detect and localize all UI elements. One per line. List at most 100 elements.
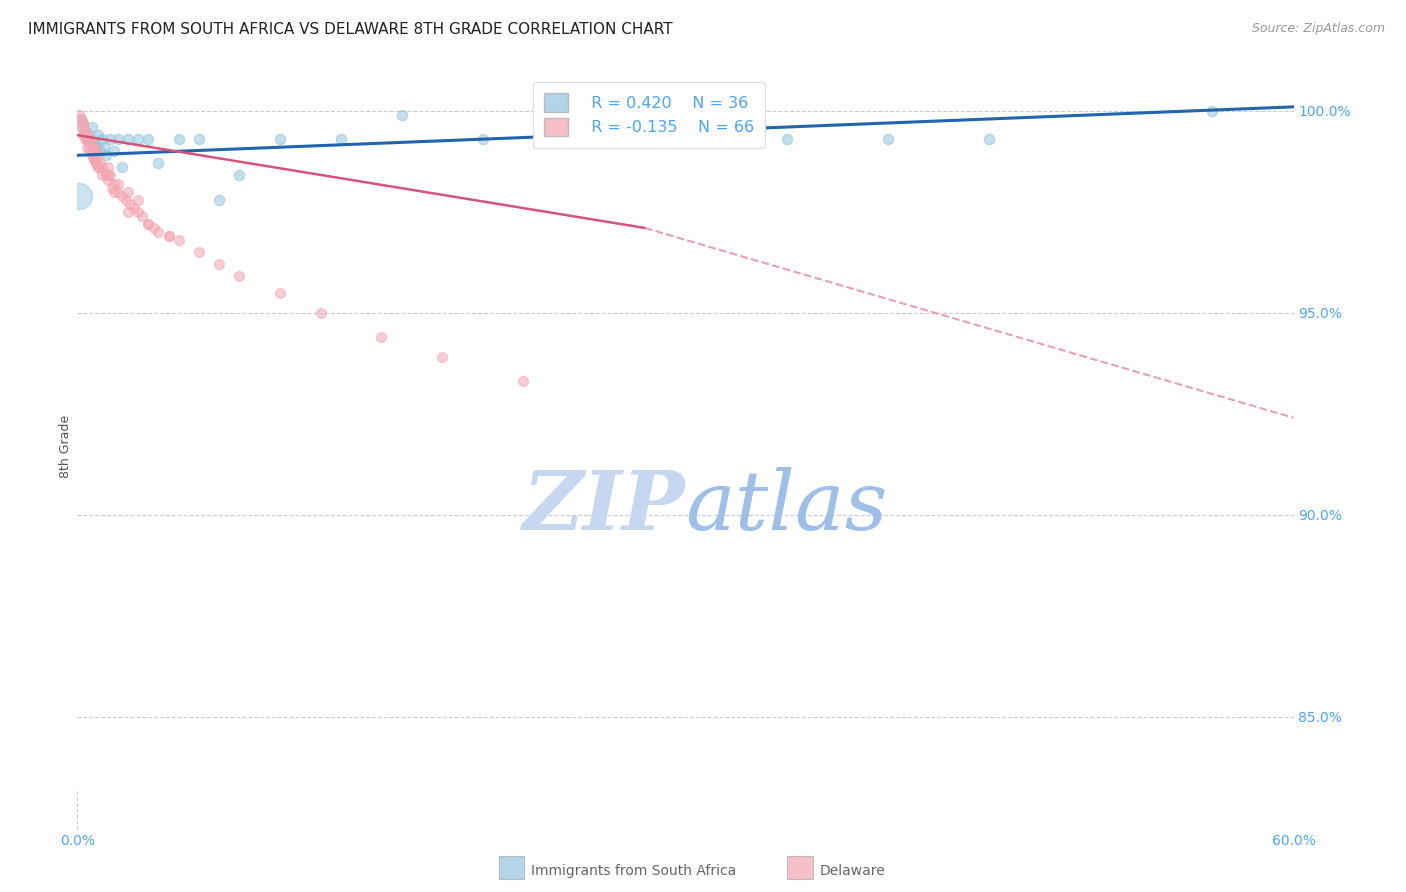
Point: [167, 233, 190, 247]
Point: [776, 132, 799, 146]
Text: Delaware: Delaware: [820, 863, 886, 878]
Point: [72, 116, 94, 130]
Point: [83, 153, 105, 167]
Point: [90, 132, 112, 146]
Point: [72, 116, 94, 130]
Point: [83, 153, 105, 167]
Point: [70, 112, 93, 126]
Point: [269, 285, 291, 300]
Point: [80, 120, 103, 134]
Point: [75, 132, 97, 146]
Point: [80, 145, 103, 159]
Point: [83, 136, 105, 151]
Point: [148, 225, 170, 239]
Point: [157, 229, 180, 244]
Y-axis label: 8th Grade: 8th Grade: [59, 415, 72, 477]
Point: [309, 306, 332, 320]
Point: [111, 188, 134, 202]
Point: [97, 161, 120, 175]
Point: [103, 145, 125, 159]
Point: [79, 132, 101, 146]
Point: [979, 132, 1001, 146]
Point: [97, 169, 120, 183]
Point: [131, 209, 153, 223]
Point: [107, 132, 129, 146]
Text: atlas: atlas: [686, 467, 887, 548]
Point: [83, 140, 105, 154]
Point: [75, 124, 97, 138]
Point: [80, 148, 103, 162]
Point: [84, 145, 107, 159]
Point: [98, 132, 121, 146]
Point: [117, 185, 139, 199]
Point: [117, 204, 139, 219]
Point: [94, 169, 117, 183]
Text: ZIP: ZIP: [523, 467, 686, 548]
Point: [103, 185, 125, 199]
Point: [136, 217, 159, 231]
Point: [471, 132, 494, 146]
Point: [329, 132, 352, 146]
Point: [115, 193, 138, 207]
Point: [127, 132, 149, 146]
Point: [148, 156, 170, 170]
Text: Source: ZipAtlas.com: Source: ZipAtlas.com: [1251, 22, 1385, 36]
Point: [208, 257, 231, 271]
Point: [107, 177, 129, 191]
Point: [118, 196, 141, 211]
Point: [70, 112, 93, 126]
Point: [83, 153, 105, 167]
Point: [84, 156, 107, 170]
Point: [1201, 103, 1223, 118]
Point: [188, 132, 211, 146]
Point: [127, 193, 149, 207]
Point: [208, 193, 231, 207]
Point: [188, 245, 211, 260]
Point: [76, 128, 98, 142]
Point: [167, 132, 190, 146]
Point: [89, 156, 111, 170]
Point: [75, 124, 97, 138]
Point: [94, 148, 117, 162]
Point: [136, 217, 159, 231]
Text: IMMIGRANTS FROM SOUTH AFRICA VS DELAWARE 8TH GRADE CORRELATION CHART: IMMIGRANTS FROM SOUTH AFRICA VS DELAWARE…: [28, 22, 672, 37]
Point: [572, 132, 595, 146]
Point: [75, 124, 97, 138]
Point: [675, 132, 697, 146]
Point: [93, 164, 115, 178]
Point: [76, 140, 98, 154]
Point: [111, 161, 134, 175]
Point: [430, 350, 453, 364]
Point: [370, 330, 392, 344]
Point: [228, 269, 250, 284]
Point: [107, 185, 129, 199]
Point: [80, 136, 103, 151]
Point: [79, 136, 101, 151]
Point: [877, 132, 900, 146]
Point: [391, 108, 413, 122]
Point: [90, 161, 112, 175]
Point: [70, 120, 93, 134]
Point: [86, 148, 108, 162]
Point: [79, 128, 101, 142]
Point: [89, 145, 111, 159]
Point: [90, 169, 112, 183]
Point: [512, 375, 534, 389]
Legend:   R = 0.420    N = 36,   R = -0.135    N = 66: R = 0.420 N = 36, R = -0.135 N = 66: [533, 82, 765, 147]
Point: [76, 132, 98, 146]
Point: [101, 180, 124, 194]
Point: [72, 120, 94, 134]
Point: [157, 229, 180, 244]
Point: [93, 140, 115, 154]
Point: [86, 161, 108, 175]
Point: [79, 145, 101, 159]
Point: [122, 201, 145, 215]
Point: [84, 156, 107, 170]
Point: [72, 128, 94, 142]
Point: [136, 132, 159, 146]
Point: [117, 132, 139, 146]
Point: [84, 140, 107, 154]
Point: [76, 132, 98, 146]
Point: [86, 161, 108, 175]
Point: [86, 128, 108, 142]
